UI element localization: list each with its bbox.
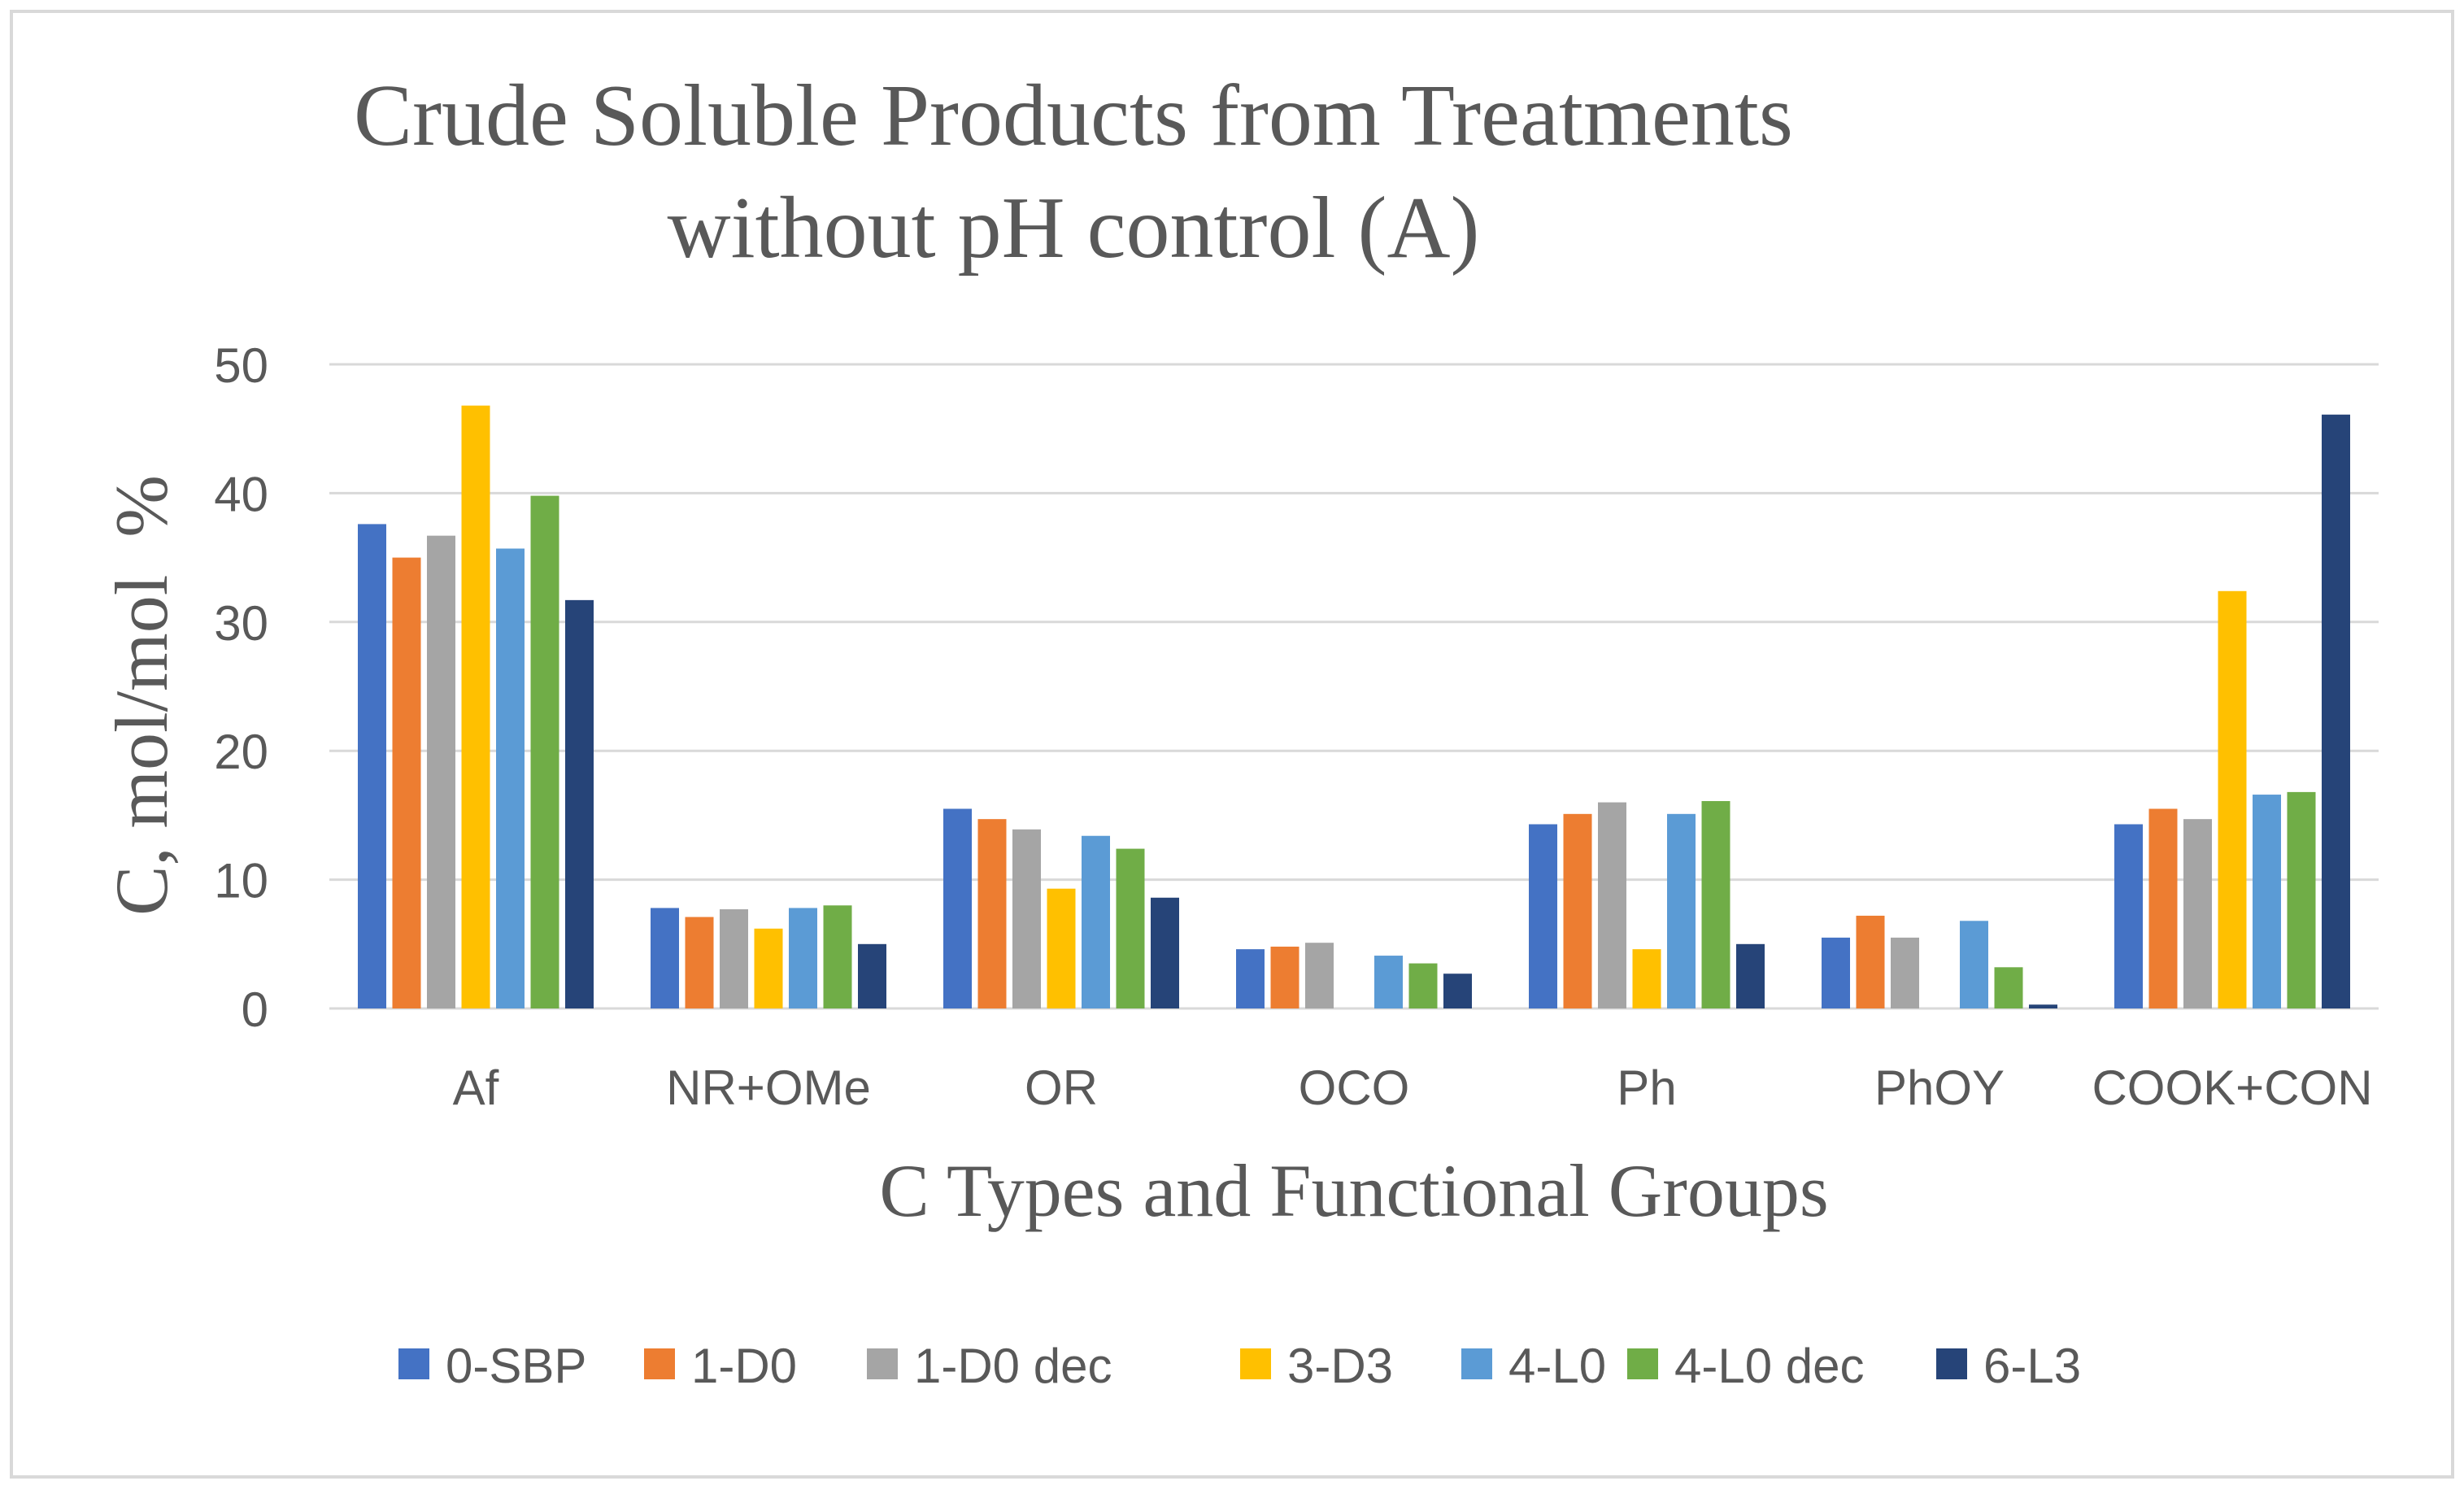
bar-4-l0-dec-phoy [1994, 967, 2023, 1008]
bar-3-d3-or [1047, 888, 1076, 1008]
bar-4-l0-dec-or [1116, 848, 1145, 1008]
bar-1-d0-dec-ph [1598, 802, 1626, 1008]
bar-1-d0-cook-con [2148, 808, 2178, 1008]
bar-1-d0-dec-phoy [1891, 937, 1919, 1008]
x-axis-ticks: Af NR+OMe OR OCO Ph PhOY COOK+CON [453, 1061, 2373, 1115]
bar-0-sbp-af [358, 524, 386, 1008]
x-tick-label: COOK+CON [2092, 1061, 2372, 1115]
bar-0-sbp-ph [1529, 824, 1557, 1008]
bar-1-d0-phoy [1856, 915, 1885, 1008]
y-tick-label: 30 [214, 596, 268, 651]
y-tick-label: 20 [214, 725, 268, 779]
legend-swatch [1240, 1348, 1271, 1379]
bar-0-sbp-oco [1236, 949, 1265, 1008]
bar-0-sbp-nr-ome [651, 908, 679, 1008]
bar-6-l3-oco [1443, 973, 1472, 1008]
bar-0-sbp-cook-con [2114, 824, 2143, 1008]
bar-6-l3-cook-con [2322, 414, 2350, 1008]
bar-3-d3-cook-con [2218, 590, 2247, 1008]
x-tick-label: Ph [1617, 1061, 1676, 1115]
bar-1-d0-af [392, 557, 421, 1008]
legend-swatch [867, 1348, 898, 1379]
legend-swatch [1936, 1348, 1967, 1379]
bar-1-d0-dec-cook-con [2183, 819, 2212, 1008]
legend-swatch [1461, 1348, 1492, 1379]
legend-label: 4-L0 dec [1674, 1339, 1865, 1393]
y-tick-label: 10 [214, 854, 268, 908]
y-axis-ticks: 0 10 20 30 40 50 [214, 338, 268, 1037]
x-tick-label: PhOY [1874, 1061, 2005, 1115]
legend-swatch [398, 1348, 429, 1379]
chart-title: Crude Soluble Products from Treatments [354, 68, 1793, 164]
bar-1-d0-or [977, 819, 1007, 1008]
bar-3-d3-ph [1632, 949, 1661, 1008]
bar-4-l0-af [496, 548, 525, 1008]
bar-4-l0-oco [1374, 956, 1403, 1008]
bar-6-l3-nr-ome [858, 943, 886, 1008]
y-tick-label: 0 [242, 982, 268, 1037]
legend-label: 4-L0 [1508, 1339, 1606, 1393]
bar-4-l0-phoy [1960, 921, 1988, 1008]
x-tick-label: NR+OMe [666, 1061, 871, 1115]
legend-swatch [1627, 1348, 1658, 1379]
bar-0-sbp-or [943, 808, 972, 1008]
y-tick-label: 40 [214, 467, 268, 521]
legend-swatch [644, 1348, 675, 1379]
x-tick-label: OR [1025, 1061, 1098, 1115]
x-tick-label: Af [453, 1061, 499, 1115]
legend-label: 6-L3 [1983, 1339, 2081, 1393]
bar-4-l0-dec-af [530, 495, 559, 1008]
bar-6-l3-ph [1736, 943, 1765, 1008]
legend: 0-SBP 1-D0 1-D0 dec 3-D3 4-L0 4-L0 dec 6-L3 [398, 1339, 2081, 1393]
x-axis-label: C Types and Functional Groups [879, 1149, 1828, 1232]
bar-4-l0-or [1082, 835, 1110, 1008]
bar-1-d0-dec-af [427, 535, 455, 1008]
bar-1-d0-nr-ome [685, 917, 714, 1008]
bar-4-l0-dec-ph [1701, 800, 1730, 1008]
bar-4-l0-cook-con [2253, 795, 2281, 1008]
bar-1-d0-ph [1563, 813, 1592, 1008]
bar-0-sbp-phoy [1822, 937, 1850, 1008]
bar-6-l3-phoy [2029, 1004, 2057, 1008]
legend-label: 3-D3 [1287, 1339, 1393, 1393]
bar-1-d0-dec-nr-ome [720, 909, 748, 1008]
bar-6-l3-af [565, 599, 594, 1008]
bar-4-l0-dec-nr-ome [823, 905, 852, 1008]
bar-3-d3-af [461, 405, 490, 1008]
x-tick-label: OCO [1299, 1061, 1410, 1115]
legend-label: 1-D0 [691, 1339, 797, 1393]
bar-4-l0-dec-oco [1408, 963, 1438, 1008]
bar-1-d0-dec-or [1012, 829, 1041, 1008]
bar-4-l0-nr-ome [789, 908, 817, 1008]
y-axis-label: C, mol/mol % [100, 475, 183, 916]
bar-4-l0-dec-cook-con [2287, 791, 2316, 1008]
bars [358, 405, 2350, 1008]
bar-4-l0-ph [1667, 813, 1696, 1008]
chart-subtitle: without pH control (A) [668, 180, 1480, 277]
bar-6-l3-or [1151, 897, 1179, 1008]
bar-1-d0-oco [1270, 946, 1299, 1008]
bar-1-d0-dec-oco [1305, 943, 1334, 1008]
legend-label: 0-SBP [446, 1339, 586, 1393]
legend-label: 1-D0 dec [914, 1339, 1112, 1393]
y-tick-label: 50 [214, 338, 268, 393]
bar-3-d3-nr-ome [754, 928, 783, 1008]
